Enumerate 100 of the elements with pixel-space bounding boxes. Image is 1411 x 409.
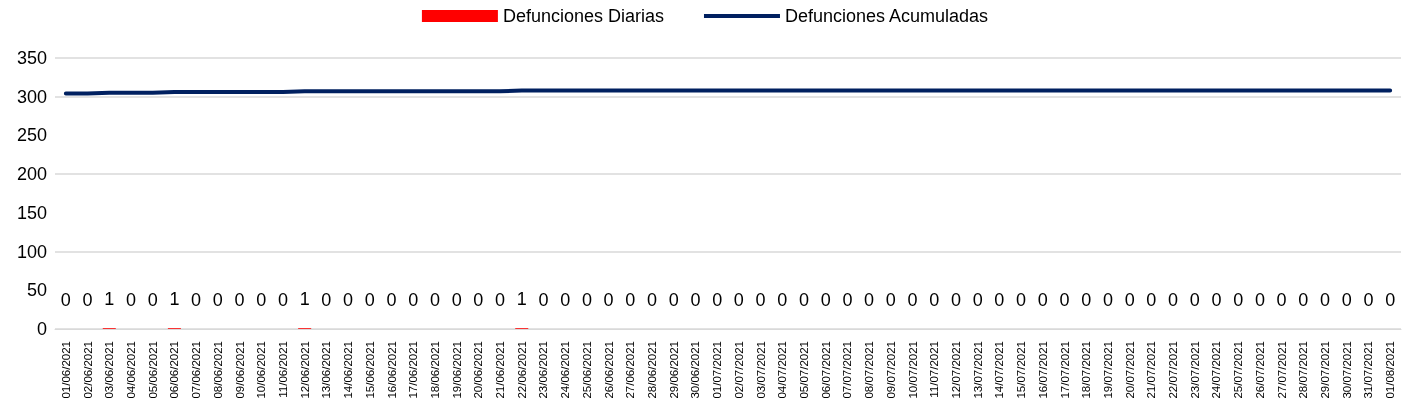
data-label: 0 bbox=[256, 290, 267, 310]
x-tick-label: 04/07/2021 bbox=[776, 341, 789, 399]
data-label: 1 bbox=[169, 289, 180, 310]
data-label: 0 bbox=[842, 290, 853, 310]
data-label: 1 bbox=[299, 289, 310, 310]
data-label: 0 bbox=[1081, 290, 1092, 310]
x-tick-label: 27/06/2021 bbox=[624, 341, 637, 399]
x-tick-label: 02/07/2021 bbox=[732, 341, 745, 399]
data-label: 0 bbox=[1341, 290, 1352, 310]
x-tick-label: 29/06/2021 bbox=[667, 341, 680, 399]
x-tick-label: 13/07/2021 bbox=[971, 341, 984, 399]
x-tick-label: 22/07/2021 bbox=[1167, 341, 1180, 399]
x-tick-label: 09/07/2021 bbox=[884, 341, 897, 399]
x-tick-label: 31/07/2021 bbox=[1362, 341, 1375, 399]
x-tick-label: 09/06/2021 bbox=[233, 341, 246, 399]
x-tick-label: 26/06/2021 bbox=[602, 341, 615, 399]
x-tick-label: 15/06/2021 bbox=[363, 341, 376, 399]
x-tick-label: 20/06/2021 bbox=[472, 341, 485, 399]
x-tick-label: 13/06/2021 bbox=[320, 341, 333, 399]
x-tick-label: 10/07/2021 bbox=[906, 341, 919, 399]
x-tick-label: 16/06/2021 bbox=[385, 341, 398, 399]
data-label: 0 bbox=[647, 290, 658, 310]
data-label: 0 bbox=[690, 290, 701, 310]
data-label: 0 bbox=[1320, 290, 1331, 310]
x-tick-label: 26/07/2021 bbox=[1253, 341, 1266, 399]
x-tick-label: 03/07/2021 bbox=[754, 341, 767, 399]
x-tick-label: 17/07/2021 bbox=[1058, 341, 1071, 399]
data-label: 0 bbox=[1016, 290, 1027, 310]
y-tick-label: 150 bbox=[16, 202, 47, 223]
x-tick-label: 30/07/2021 bbox=[1340, 341, 1353, 399]
x-tick-label: 16/07/2021 bbox=[1036, 341, 1049, 399]
legend-label: Defunciones Acumuladas bbox=[784, 6, 989, 26]
data-label: 0 bbox=[212, 290, 223, 310]
x-tick-label: 10/06/2021 bbox=[255, 341, 268, 399]
x-tick-label: 23/07/2021 bbox=[1188, 341, 1201, 399]
data-label: 0 bbox=[343, 290, 354, 310]
data-label: 1 bbox=[516, 289, 527, 310]
data-label: 0 bbox=[777, 290, 788, 310]
x-tick-label: 18/06/2021 bbox=[428, 341, 441, 399]
data-label: 1 bbox=[104, 289, 115, 310]
data-label: 0 bbox=[864, 290, 875, 310]
data-label: 0 bbox=[885, 290, 896, 310]
data-label: 0 bbox=[733, 290, 744, 310]
x-tick-label: 18/07/2021 bbox=[1080, 341, 1093, 399]
y-tick-label: 50 bbox=[26, 280, 47, 301]
x-tick-label: 24/06/2021 bbox=[559, 341, 572, 399]
x-tick-label: 21/06/2021 bbox=[494, 341, 507, 399]
x-tick-label: 21/07/2021 bbox=[1145, 341, 1158, 399]
data-label: 0 bbox=[1363, 290, 1374, 310]
x-tick-label: 27/07/2021 bbox=[1275, 341, 1288, 399]
data-label: 0 bbox=[125, 290, 136, 310]
x-tick-label: 08/06/2021 bbox=[211, 341, 224, 399]
x-tick-label: 28/07/2021 bbox=[1297, 341, 1310, 399]
x-tick-label: 05/07/2021 bbox=[797, 341, 810, 399]
x-tick-label: 30/06/2021 bbox=[689, 341, 702, 399]
data-label: 0 bbox=[603, 290, 614, 310]
data-label: 0 bbox=[60, 290, 71, 310]
x-tick-label: 14/06/2021 bbox=[342, 341, 355, 399]
x-tick-label: 25/07/2021 bbox=[1232, 341, 1245, 399]
data-label: 0 bbox=[1211, 290, 1222, 310]
data-label: 0 bbox=[82, 290, 93, 310]
y-tick-label: 350 bbox=[16, 48, 47, 68]
data-label: 0 bbox=[972, 290, 983, 310]
data-label: 0 bbox=[321, 290, 332, 310]
x-tick-label: 03/06/2021 bbox=[103, 341, 116, 399]
data-label: 0 bbox=[820, 290, 831, 310]
y-tick-label: 250 bbox=[16, 125, 47, 146]
x-tick-label: 28/06/2021 bbox=[646, 341, 659, 399]
data-label: 0 bbox=[429, 290, 440, 310]
data-label: 0 bbox=[950, 290, 961, 310]
y-tick-label: 0 bbox=[36, 319, 47, 339]
x-tick-label: 25/06/2021 bbox=[580, 341, 593, 399]
y-tick-label: 200 bbox=[16, 164, 47, 185]
x-tick-label: 19/07/2021 bbox=[1101, 341, 1114, 399]
x-tick-label: 07/07/2021 bbox=[841, 341, 854, 399]
x-tick-label: 17/06/2021 bbox=[407, 341, 420, 399]
x-tick-label: 01/06/2021 bbox=[59, 341, 72, 399]
data-label: 0 bbox=[994, 290, 1005, 310]
x-tick-label: 01/08/2021 bbox=[1384, 341, 1397, 399]
x-tick-label: 07/06/2021 bbox=[190, 341, 203, 399]
data-label: 0 bbox=[408, 290, 419, 310]
data-label: 0 bbox=[625, 290, 636, 310]
data-label: 0 bbox=[560, 290, 571, 310]
legend-label: Defunciones Diarias bbox=[502, 6, 664, 26]
data-label: 0 bbox=[538, 290, 549, 310]
x-tick-label: 05/06/2021 bbox=[146, 341, 159, 399]
data-label: 0 bbox=[234, 290, 245, 310]
x-tick-label: 23/06/2021 bbox=[537, 341, 550, 399]
x-tick-label: 11/07/2021 bbox=[928, 341, 941, 398]
x-tick-label: 14/07/2021 bbox=[993, 341, 1006, 399]
x-tick-label: 19/06/2021 bbox=[450, 341, 463, 399]
data-label: 0 bbox=[147, 290, 158, 310]
x-tick-label: 12/06/2021 bbox=[298, 341, 311, 399]
x-tick-label: 06/06/2021 bbox=[168, 341, 181, 399]
data-label: 0 bbox=[473, 290, 484, 310]
data-label: 0 bbox=[277, 290, 288, 310]
x-tick-label: 24/07/2021 bbox=[1210, 341, 1223, 399]
data-label: 0 bbox=[1276, 290, 1287, 310]
data-label: 0 bbox=[451, 290, 462, 310]
x-tick-label: 11/06/2021 bbox=[276, 341, 289, 398]
